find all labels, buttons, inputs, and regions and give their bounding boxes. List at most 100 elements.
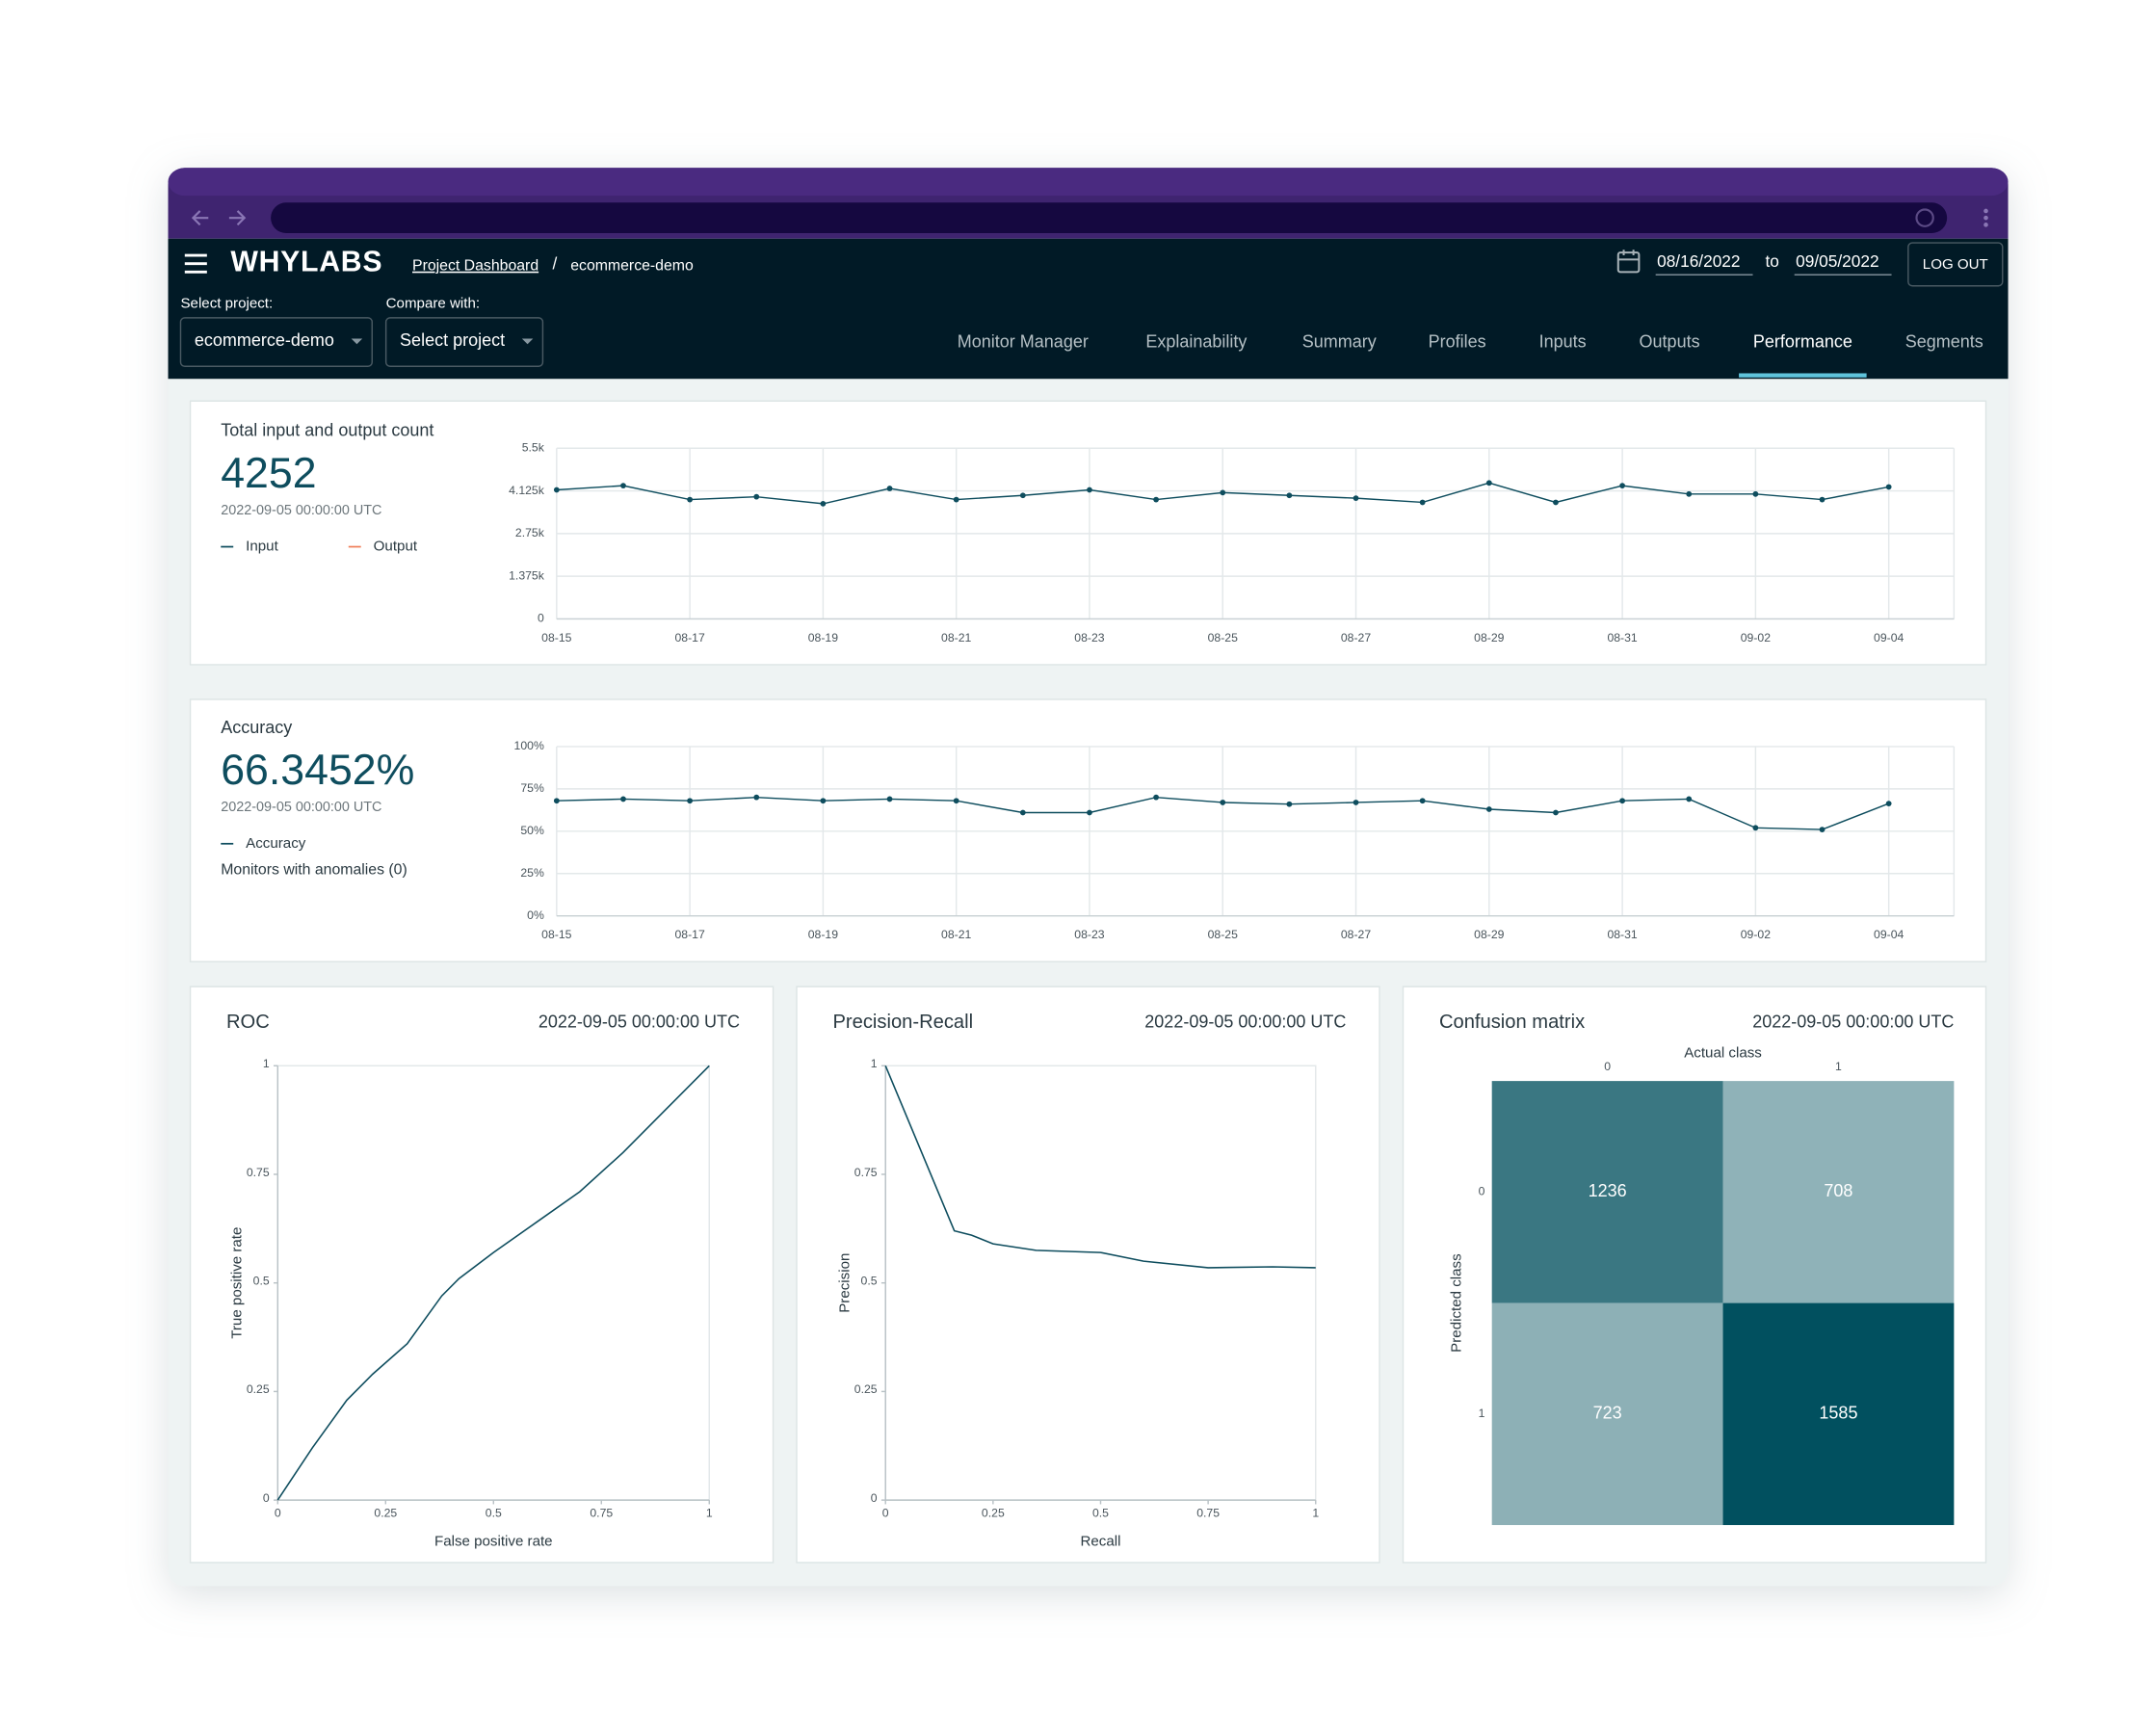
data-point — [620, 483, 626, 489]
date-to[interactable]: 09/05/2022 — [1796, 251, 1878, 271]
y-tick-label: 0.5 — [861, 1274, 878, 1287]
data-point — [1752, 825, 1759, 831]
tab[interactable]: Profiles — [1429, 332, 1486, 352]
hamburger[interactable] — [184, 253, 207, 274]
date-from[interactable]: 08/16/2022 — [1657, 251, 1740, 271]
breadcrumb-separator: / — [553, 254, 558, 274]
roc-panel — [189, 986, 775, 1564]
x-tick-label: 08-29 — [1474, 928, 1504, 941]
dropdown-arrow — [351, 338, 363, 345]
tab-indicator — [1739, 373, 1867, 378]
logout-button[interactable] — [1907, 242, 2004, 287]
y-tick-label: 1 — [871, 1057, 878, 1070]
x-tick-label: 08-19 — [808, 928, 838, 941]
data-point — [1087, 487, 1092, 493]
tab[interactable]: Segments — [1905, 332, 1983, 352]
tab[interactable]: Explainability — [1145, 332, 1247, 352]
data-point — [820, 798, 827, 804]
column-label: 0 — [1604, 1060, 1611, 1073]
x-tick-label: 08-25 — [1208, 928, 1238, 941]
data-point — [1419, 798, 1426, 804]
x-tick-label: 08-17 — [674, 631, 704, 644]
data-point — [1419, 499, 1426, 506]
x-tick-label: 0.25 — [982, 1507, 1005, 1520]
breadcrumb-link[interactable]: Project Dashboard — [412, 258, 538, 275]
y-axis-label: True positive rate — [229, 1227, 246, 1339]
tab[interactable]: Summary — [1302, 332, 1377, 352]
column-label: 1 — [1835, 1060, 1842, 1073]
matrix-cell — [1722, 1081, 1955, 1303]
x-tick-label: 08-27 — [1341, 928, 1371, 941]
data-point — [1885, 484, 1892, 490]
cell-label: 1585 — [1819, 1404, 1857, 1423]
data-point — [1286, 801, 1293, 807]
y-axis-label: Precision — [836, 1253, 853, 1313]
address-bar[interactable] — [271, 202, 1948, 233]
nav-arrows[interactable] — [191, 210, 247, 226]
x-tick-label: 09-04 — [1874, 631, 1904, 644]
x-tick-label: 08-23 — [1074, 928, 1104, 941]
data-point — [753, 794, 760, 801]
select-label: Select project: — [180, 295, 273, 311]
browser-tabstrip — [168, 168, 2009, 197]
timestamp: 2022-09-05 00:00:00 UTC — [1144, 1012, 1346, 1031]
y-tick-label: 75% — [520, 781, 544, 795]
logout-label[interactable]: LOG OUT — [1923, 256, 1988, 273]
data-point — [1353, 800, 1359, 805]
curve — [884, 1065, 1316, 1269]
cell-label: 708 — [1824, 1181, 1852, 1200]
legend-label: Output — [374, 539, 418, 555]
data-point — [1220, 489, 1226, 496]
calendar-icon[interactable] — [1616, 250, 1641, 274]
compare-label: Compare with: — [386, 295, 480, 311]
y-tick-label: 100% — [514, 739, 544, 752]
y-tick-label: 0 — [263, 1491, 270, 1505]
data-point — [1353, 495, 1359, 502]
data-point — [1752, 490, 1759, 497]
data-point — [1686, 796, 1693, 802]
compare-select-value[interactable]: Select project — [400, 330, 505, 350]
y-tick-label: 1.375k — [509, 568, 545, 582]
logo: WHYLABS — [230, 247, 382, 278]
x-tick-label: 1 — [706, 1507, 713, 1520]
data-point — [553, 798, 560, 804]
data-point — [1885, 801, 1892, 806]
matrix-cell — [1722, 1302, 1955, 1526]
y-tick-label: 1 — [263, 1057, 270, 1070]
y-tick-label: 0.25 — [247, 1382, 270, 1396]
y-tick-label: 50% — [520, 824, 544, 837]
compare-select[interactable] — [384, 317, 544, 367]
data-point — [1819, 496, 1826, 503]
y-tick-label: 0.5 — [253, 1274, 270, 1287]
dropdown-arrow — [521, 338, 534, 345]
reload-icon[interactable] — [1915, 208, 1934, 227]
tab[interactable]: Outputs — [1640, 332, 1700, 352]
big-value: 66.3452% — [221, 747, 414, 794]
y-tick-label: 0 — [538, 612, 544, 625]
data-point — [1619, 483, 1625, 489]
x-tick-label: 08-21 — [941, 631, 971, 644]
x-tick-label: 09-02 — [1741, 631, 1771, 644]
tab[interactable]: Performance — [1753, 332, 1852, 352]
breadcrumb-current: ecommerce-demo — [570, 258, 694, 275]
timestamp: 2022-09-05 00:00:00 UTC — [221, 800, 381, 815]
menu-dots[interactable] — [1983, 208, 1988, 227]
matrix-cell — [1491, 1302, 1723, 1526]
x-tick-label: 08-31 — [1607, 631, 1637, 644]
data-point — [620, 796, 626, 802]
data-point — [1019, 809, 1026, 816]
x-axis-label: Recall — [1080, 1533, 1120, 1549]
tab[interactable]: Inputs — [1539, 332, 1587, 352]
data-point — [1619, 798, 1625, 804]
panel-title: Total input and output count — [221, 421, 433, 440]
timestamp: 2022-09-05 00:00:00 UTC — [538, 1012, 740, 1031]
project-select[interactable] — [179, 317, 373, 367]
x-tick-label: 0.75 — [1196, 1507, 1220, 1520]
x-tick-label: 08-19 — [808, 631, 838, 644]
x-tick-label: 0.25 — [374, 1507, 397, 1520]
tab[interactable]: Monitor Manager — [958, 332, 1089, 352]
project-select-value[interactable]: ecommerce-demo — [195, 330, 334, 350]
cell-label: 1236 — [1589, 1181, 1627, 1200]
x-tick-label: 09-04 — [1874, 928, 1904, 941]
